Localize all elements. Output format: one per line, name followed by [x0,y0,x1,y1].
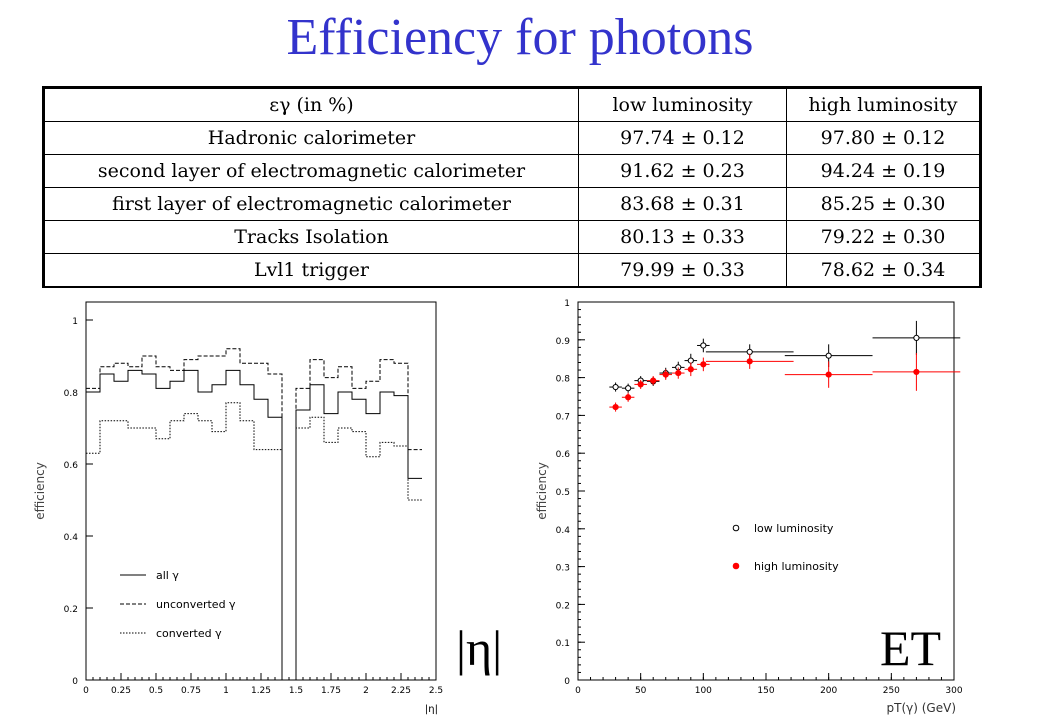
table-row: Tracks Isolation 80.13 ± 0.33 79.22 ± 0.… [44,220,980,254]
y-tick-label: 0.2 [64,605,78,615]
eta-efficiency-chart: 0 0.2 0.4 0.6 0.8 1 0 0.25 0.5 0.75 1 1.25 1.5 1.75 2 2… [33,301,443,715]
data-point [637,381,644,388]
x-tick-label: 50 [635,686,647,696]
x-tick-label: 1.25 [251,686,271,696]
row-label: Hadronic calorimeter [44,121,579,155]
table-row: first layer of electromagnetic calorimet… [44,187,980,221]
row-label: first layer of electromagnetic calorimet… [44,187,579,221]
data-point [825,371,832,378]
series-line-dotted [86,402,422,681]
row-low-value: 97.74 ± 0.12 [578,121,787,155]
data-point [746,358,753,365]
legend-label: converted γ [156,627,222,640]
x-tick-label: 250 [883,686,900,696]
data-point [687,357,694,364]
y-tick-label: 0.6 [64,461,79,471]
page-title: Efficiency for photons [286,9,754,66]
x-axis-label: pT(γ) (GeV) [887,701,956,715]
y-tick-label: 0.4 [64,533,79,543]
header-cell-quantity: εγ (in %) [44,88,579,122]
y-tick-label: 0.6 [556,450,571,460]
data-point [913,334,920,342]
data-point [913,368,920,376]
row-high-value: 97.80 ± 0.12 [786,121,980,155]
data-point [625,385,632,392]
table-row: second layer of electromagnetic calorime… [44,154,980,188]
legend-marker [732,524,740,532]
header-cell-high: high luminosity [786,88,980,122]
y-tick-label: 0.7 [556,412,570,422]
table-header-row: εγ (in %) low luminosity high luminosity [44,88,980,122]
y-tick-label: 0 [564,677,570,687]
x-tick-label: 0.75 [181,686,201,696]
data-point [612,403,619,411]
row-low-value: 83.68 ± 0.31 [578,187,787,221]
y-tick-label: 0 [72,677,78,687]
y-tick-label: 0.1 [556,639,570,649]
series-line-dashed [86,348,422,681]
x-tick-label: 1.75 [321,686,341,696]
row-high-value: 94.24 ± 0.19 [786,154,980,188]
row-high-value: 79.22 ± 0.30 [786,220,980,254]
x-tick-label: 2 [363,686,369,696]
legend-label: high luminosity [754,560,839,573]
y-tick-label: 0.5 [556,488,570,498]
x-tick-label: 0 [83,686,89,696]
x-tick-label: 200 [820,686,837,696]
data-point [700,342,707,349]
x-tick-label: 300 [945,686,962,696]
data-point [675,369,682,377]
x-tick-label: 0 [575,686,581,696]
legend-marker [732,562,740,570]
pt-efficiency-chart: 0 0.1 0.2 0.3 0.4 0.5 0.6 0.7 0.8 0.9 1 0 50 100 150 20… [535,299,963,715]
et-overlay-label: ET [880,620,942,676]
data-point [746,348,753,355]
x-tick-label: 150 [757,686,774,696]
y-tick-label: 1 [72,317,78,327]
row-low-value: 80.13 ± 0.33 [578,220,787,254]
x-tick-label: 100 [695,686,712,696]
data-point [662,371,669,378]
row-label: second layer of electromagnetic calorime… [44,154,579,188]
data-point [612,383,619,391]
data-point [700,361,707,368]
y-tick-label: 0.9 [556,337,571,347]
row-low-value: 79.99 ± 0.33 [578,253,787,287]
table-row: Lvl1 trigger 79.99 ± 0.33 78.62 ± 0.34 [44,253,980,287]
x-tick-label: 0.5 [149,686,163,696]
data-point [650,377,657,384]
y-tick-label: 1 [564,299,570,309]
plot-frame [85,301,437,681]
x-tick-label: 2.25 [391,686,411,696]
legend-label: low luminosity [754,522,834,535]
row-low-value: 91.62 ± 0.23 [578,154,787,188]
y-tick-label: 0.8 [64,389,79,399]
header-cell-low: low luminosity [578,88,787,122]
y-tick-label: 0.8 [556,375,571,385]
row-high-value: 85.25 ± 0.30 [786,187,980,221]
table-row: Hadronic calorimeter 97.74 ± 0.12 97.80 … [44,121,980,155]
eta-overlay-label: |η| [456,620,503,676]
x-tick-label: 0.25 [111,686,131,696]
y-tick-label: 0.3 [556,564,570,574]
x-tick-label: 1.5 [289,686,303,696]
y-tick-label: 0.4 [556,526,571,536]
row-high-value: 78.62 ± 0.34 [786,253,980,287]
header-quantity-label: εγ (in %) [269,94,354,116]
data-point [687,366,694,373]
y-axis-label: efficiency [33,462,47,520]
legend-label: all γ [156,569,179,582]
row-label: Lvl1 trigger [44,253,579,287]
data-point [625,394,632,401]
efficiency-table: εγ (in %) low luminosity high luminosity… [42,86,982,288]
y-tick-label: 0.2 [556,601,570,611]
series-line-solid [86,369,422,681]
x-axis-label: |η| [425,704,438,715]
legend-label: unconverted γ [156,598,236,611]
y-axis-label: efficiency [535,462,549,520]
row-label: Tracks Isolation [44,220,579,254]
x-tick-label: 1 [223,686,229,696]
data-point [825,352,832,359]
x-tick-label: 2.5 [429,686,443,696]
